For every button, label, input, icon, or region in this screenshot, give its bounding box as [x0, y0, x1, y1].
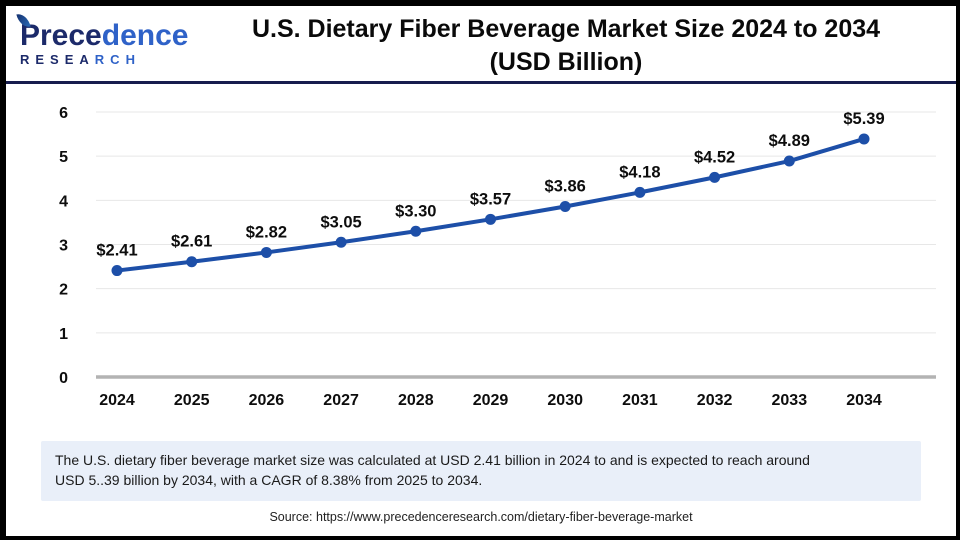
chart-region: 0 1 2 3 4 5 6 2024 2025 2026 2027 2028 2029 2030 2031 2… — [6, 84, 956, 434]
data-point-label: $3.30 — [395, 202, 436, 220]
summary-note: The U.S. dietary fiber beverage market s… — [41, 441, 921, 501]
x-tick-label: 2032 — [697, 392, 733, 409]
data-point-label: $3.86 — [545, 178, 586, 196]
data-point-label: $4.18 — [619, 163, 660, 181]
data-point-label: $2.61 — [171, 233, 212, 251]
data-point-label: $4.52 — [694, 148, 735, 166]
summary-line-2: USD 5..39 billion by 2034, with a CAGR o… — [55, 472, 483, 489]
data-point-marker — [634, 186, 646, 198]
y-tick-label: 2 — [59, 282, 68, 299]
x-tick-label: 2028 — [398, 392, 434, 409]
data-point-label: $3.05 — [320, 213, 361, 231]
y-tick-label: 5 — [59, 149, 68, 166]
x-tick-label: 2031 — [622, 392, 658, 409]
x-tick-label: 2025 — [174, 392, 210, 409]
logo-sub-light: RCH — [94, 51, 141, 67]
data-point-label: $2.82 — [246, 223, 287, 241]
logo-name-light: dence — [101, 18, 189, 52]
summary-line-1: The U.S. dietary fiber beverage market s… — [55, 452, 810, 468]
data-point-marker — [260, 246, 272, 258]
market-size-line-chart: 0 1 2 3 4 5 6 2024 2025 2026 2027 2028 2029 2030 2031 2… — [59, 105, 936, 409]
data-point-marker — [783, 155, 795, 167]
data-point-label: $2.41 — [96, 242, 137, 260]
source-attribution: Source: https://www.precedenceresearch.c… — [269, 509, 693, 524]
data-point-marker — [335, 236, 347, 248]
logo-name: Precedence — [20, 18, 189, 52]
y-tick-label: 6 — [59, 105, 68, 122]
data-point-marker — [111, 265, 123, 277]
title-line-1: U.S. Dietary Fiber Beverage Market Size … — [251, 14, 881, 43]
y-tick-label: 3 — [59, 238, 68, 255]
logo-sub-dark: RESEA — [20, 51, 95, 67]
x-tick-label: 2029 — [473, 392, 509, 409]
y-tick-label: 0 — [59, 370, 68, 387]
data-point-marker — [485, 213, 496, 225]
data-point-marker — [559, 201, 571, 213]
page-title: U.S. Dietary Fiber Beverage Market Size … — [186, 9, 956, 79]
data-point-marker — [858, 133, 870, 145]
data-point-marker — [186, 256, 198, 268]
data-point-label: $4.89 — [769, 132, 810, 150]
data-point-marker — [410, 225, 422, 237]
data-point-label: $3.57 — [470, 190, 511, 208]
logo-name-dark: Prece — [20, 18, 102, 52]
y-tick-label: 4 — [59, 193, 68, 210]
x-tick-label: 2033 — [772, 392, 808, 409]
y-tick-label: 1 — [59, 326, 68, 343]
x-tick-label: 2030 — [547, 392, 583, 409]
x-tick-label: 2027 — [323, 392, 359, 409]
x-tick-label: 2024 — [99, 392, 135, 409]
x-tick-label: 2026 — [249, 392, 285, 409]
precedence-research-logo: Precedence RESEARCH — [6, 11, 189, 67]
x-tick-label: 2034 — [846, 392, 882, 409]
data-point-label: $5.39 — [843, 110, 884, 128]
logo-subtitle: RESEARCH — [20, 52, 186, 67]
header: Precedence RESEARCH U.S. Dietary Fiber B… — [6, 6, 956, 84]
title-line-2: (USD Billion) — [489, 47, 643, 76]
data-point-marker — [709, 171, 721, 183]
